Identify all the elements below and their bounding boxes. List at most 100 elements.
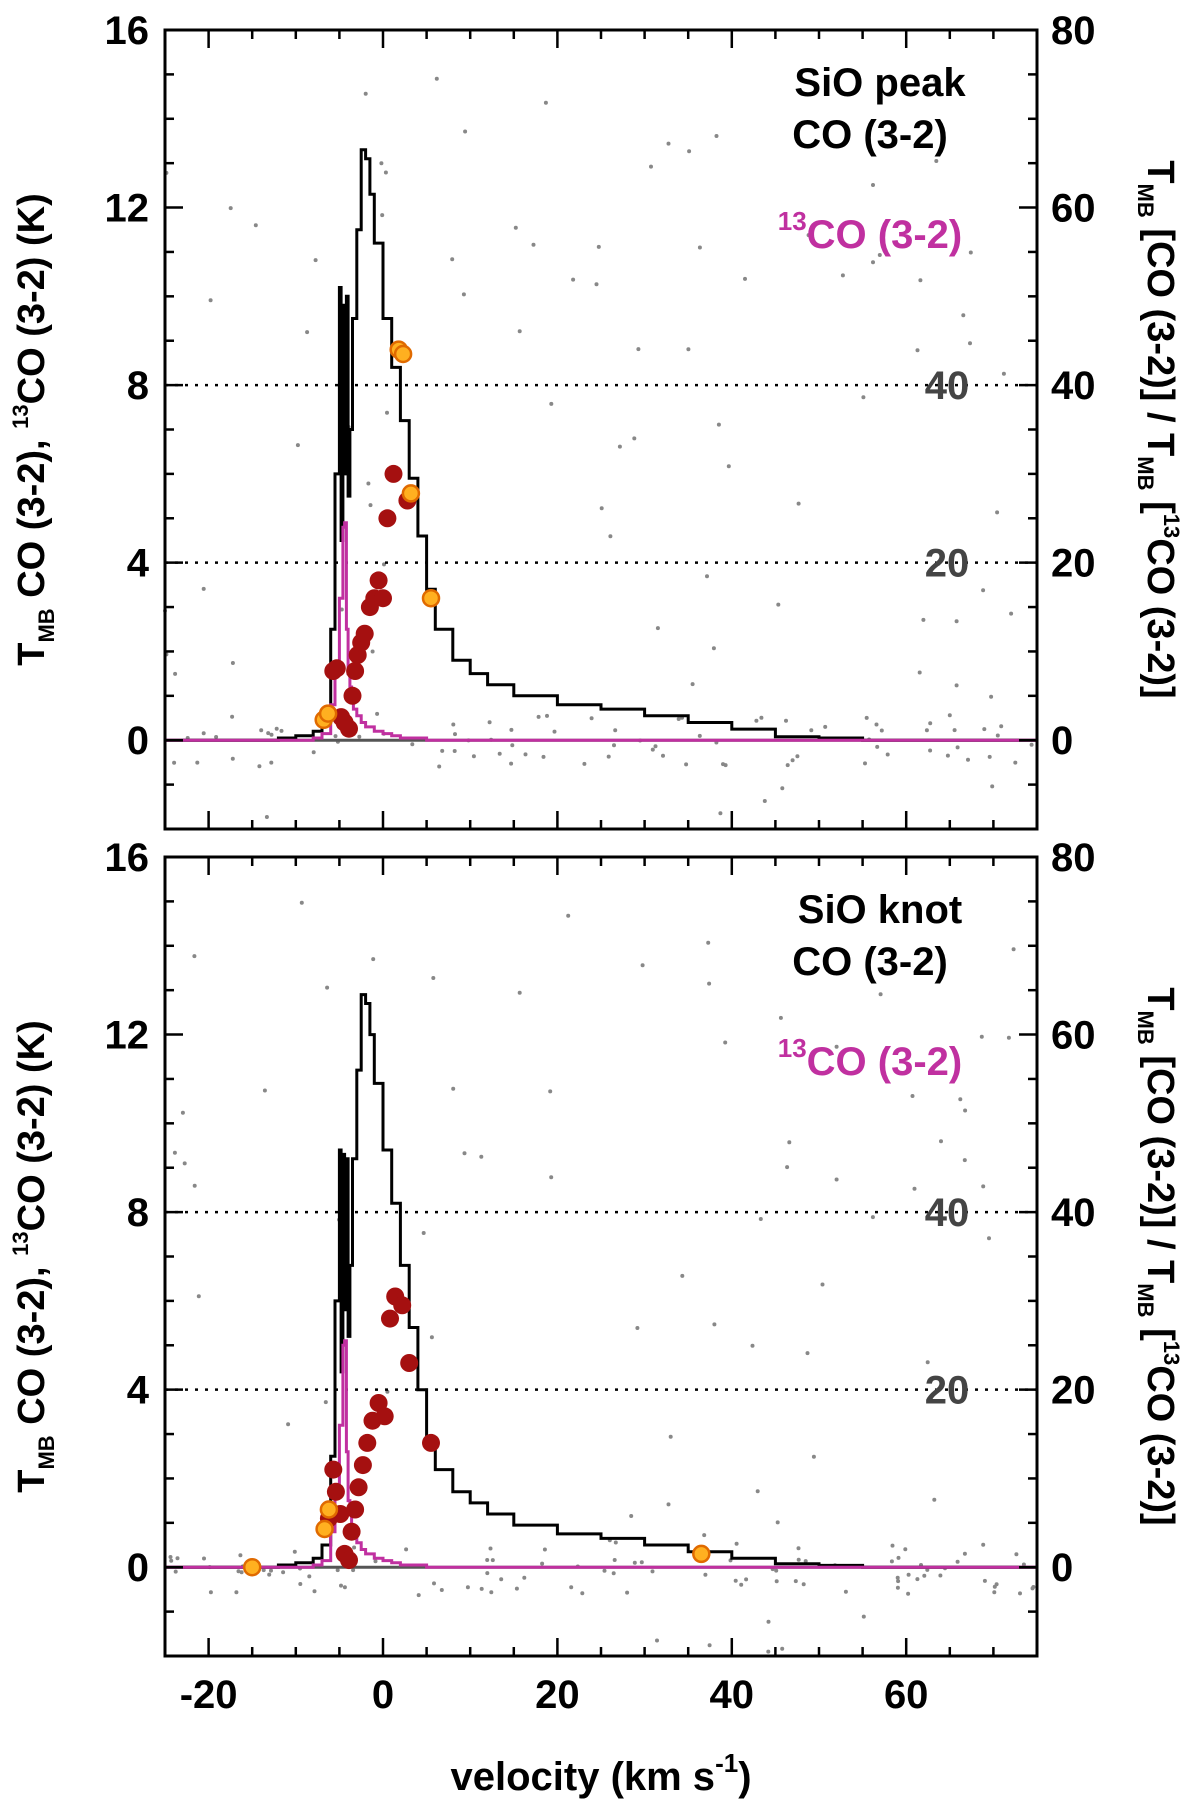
noise-point <box>968 341 972 346</box>
noise-point <box>313 258 318 263</box>
noise-point <box>963 1108 968 1113</box>
axis-ticks <box>163 28 1039 831</box>
noise-point <box>655 626 660 631</box>
y2-tick-label: 0 <box>1051 1546 1073 1590</box>
noise-point <box>208 1590 213 1595</box>
ratio-point-dark <box>384 464 403 483</box>
y2-tick-label: 80 <box>1051 836 1096 880</box>
noise-point <box>373 1559 378 1564</box>
noise-point <box>1029 742 1034 747</box>
noise-point <box>870 1215 875 1220</box>
noise-point <box>795 754 800 759</box>
noise-point <box>954 683 959 688</box>
noise-point <box>479 1586 484 1591</box>
noise-point <box>611 1571 616 1576</box>
noise-point <box>992 1590 997 1595</box>
noise-point <box>702 1533 707 1538</box>
noise-point <box>958 1097 963 1102</box>
noise-point <box>548 1089 553 1094</box>
noise-point <box>380 213 385 218</box>
ratio-point-dark <box>342 1522 361 1541</box>
x-axis-label: velocity (km s-1) <box>450 1748 751 1799</box>
noise-point <box>834 1177 839 1182</box>
y-tick-label: 0 <box>127 719 149 763</box>
noise-point <box>875 744 880 749</box>
noise-point <box>489 1590 494 1595</box>
noise-point <box>640 963 645 968</box>
noise-point <box>680 1273 685 1278</box>
axis-ticks <box>163 855 1039 1658</box>
noise-point <box>416 1593 421 1598</box>
noise-point <box>582 761 587 766</box>
y-tick-label: 12 <box>105 1014 150 1058</box>
ratio-point-dark <box>340 1551 358 1570</box>
ratio-point-dark <box>349 1478 368 1497</box>
noise-point <box>877 253 882 257</box>
co-legend-label: CO (3-2) <box>792 113 948 157</box>
noise-point <box>451 1086 456 1091</box>
noise-point <box>871 260 875 265</box>
noise-point <box>522 1575 527 1580</box>
noise-point <box>261 1568 266 1573</box>
co-legend-label: CO (3-2) <box>792 940 948 984</box>
noise-point <box>509 727 514 732</box>
noise-point <box>172 760 177 765</box>
noise-point <box>739 1582 744 1587</box>
noise-point <box>861 395 866 400</box>
noise-point <box>192 1183 197 1188</box>
noise-point <box>569 1585 574 1590</box>
noise-point <box>676 717 681 721</box>
noise-point <box>202 1556 206 1561</box>
ratio-point-light <box>315 1519 334 1539</box>
noise-point <box>1013 760 1018 765</box>
noise-point <box>639 1560 644 1565</box>
noise-point <box>1018 1591 1022 1596</box>
co-spectrum-line <box>165 148 1037 742</box>
y-tick-label: 8 <box>127 364 149 408</box>
noise-point <box>201 731 206 736</box>
noise-point <box>843 1589 848 1594</box>
noise-point <box>479 1154 484 1159</box>
noise-point <box>653 744 658 749</box>
noise-point <box>790 758 795 763</box>
noise-point <box>922 1573 927 1578</box>
y-tick-label: 4 <box>127 1369 150 1413</box>
noise-point <box>274 726 279 731</box>
noise-point <box>514 1586 519 1591</box>
noise-point <box>778 1015 783 1020</box>
ratio-point-dark <box>327 659 346 678</box>
noise-point <box>711 646 716 651</box>
noise-point <box>661 753 665 758</box>
noise-point <box>666 1502 671 1507</box>
noise-point <box>734 1541 739 1546</box>
noise-point <box>690 682 695 687</box>
noise-point <box>796 1546 801 1551</box>
noise-point <box>879 728 884 733</box>
noise-point <box>785 763 790 768</box>
x-tick-label: 40 <box>710 1673 755 1717</box>
noise-point <box>889 1559 894 1564</box>
noise-point <box>612 743 616 748</box>
noise-point <box>239 1570 244 1575</box>
noise-point <box>650 1569 655 1574</box>
noise-point <box>635 1326 640 1330</box>
noise-point <box>697 733 702 738</box>
noise-point <box>954 619 959 624</box>
noise-point <box>431 976 436 980</box>
noise-point <box>453 732 457 737</box>
noise-point <box>966 757 970 762</box>
ratio-point-dark <box>340 719 358 738</box>
noise-point <box>939 1139 943 1144</box>
noise-point <box>549 1175 554 1180</box>
noise-point <box>497 751 502 756</box>
y2-tick-label: 60 <box>1051 187 1096 231</box>
noise-point <box>513 225 518 230</box>
ratio-point-dark <box>355 624 374 643</box>
noise-point <box>754 718 759 723</box>
noise-point <box>895 1585 900 1590</box>
noise-point <box>896 1555 901 1560</box>
noise-point <box>509 761 514 766</box>
noise-point <box>982 1578 987 1583</box>
